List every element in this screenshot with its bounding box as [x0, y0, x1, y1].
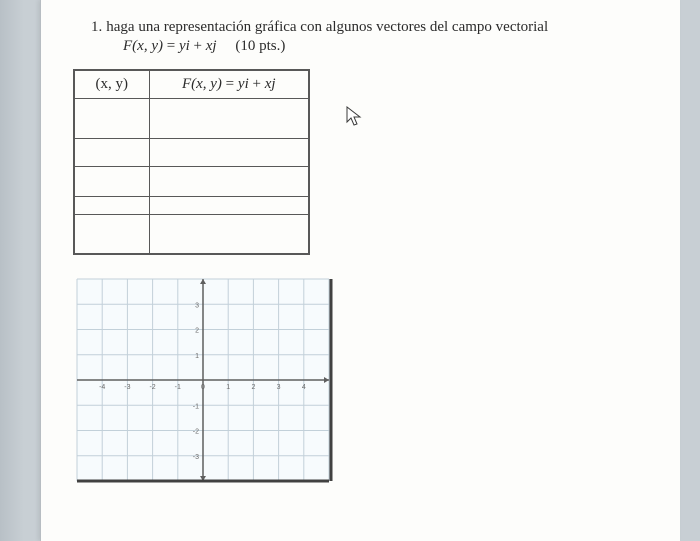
table-row [74, 214, 309, 254]
svg-text:0: 0 [201, 384, 205, 391]
table-header-col2: F(x, y) = yi + xj [149, 70, 309, 98]
svg-text:-1: -1 [175, 384, 181, 391]
table-row [74, 196, 309, 214]
question-line2: F(x, y) = yi + xj (10 pts.) [123, 38, 650, 55]
hc2-y: y [238, 76, 245, 92]
table-header-col1: (x, y) [74, 70, 149, 98]
table-container: (x, y) F(x, y) = yi + xj [73, 69, 650, 255]
formula-lhs: F(x, y) [123, 38, 163, 54]
svg-text:2: 2 [251, 384, 255, 391]
svg-text:2: 2 [195, 328, 199, 335]
worksheet-page: 1. haga una representación gráfica con a… [40, 0, 680, 541]
svg-text:-3: -3 [193, 454, 199, 461]
question-points: (10 pts.) [235, 38, 285, 54]
svg-text:3: 3 [195, 302, 199, 309]
svg-text:-2: -2 [193, 429, 199, 436]
svg-text:-1: -1 [193, 403, 199, 410]
header-col1-text: (x, y) [96, 76, 129, 92]
vector-table: (x, y) F(x, y) = yi + xj [73, 69, 310, 255]
svg-text:-4: -4 [99, 384, 105, 391]
svg-text:3: 3 [277, 384, 281, 391]
svg-text:1: 1 [226, 384, 230, 391]
svg-text:1: 1 [195, 353, 199, 360]
svg-text:4: 4 [302, 384, 306, 391]
question-number: 1. [91, 19, 102, 35]
table-row [74, 138, 309, 166]
coordinate-grid: -4 -3 -2 -1 0 1 2 3 4 1 2 3 -1 -2 -3 [73, 275, 333, 485]
formula-j: j [212, 38, 216, 54]
table-row [74, 166, 309, 196]
formula-y: y [179, 38, 186, 54]
left-gutter [0, 0, 40, 541]
question-line1: 1. haga una representación gráfica con a… [91, 18, 650, 36]
question-text: haga una representación gráfica con algu… [106, 19, 548, 35]
hc2-eq: = [222, 76, 238, 92]
grid-svg: -4 -3 -2 -1 0 1 2 3 4 1 2 3 -1 -2 -3 [73, 275, 333, 485]
formula-spacer [220, 38, 231, 54]
formula-eq: = [167, 38, 179, 54]
table-header-row: (x, y) F(x, y) = yi + xj [74, 70, 309, 98]
svg-text:-3: -3 [124, 384, 130, 391]
table-row [74, 98, 309, 138]
hc2-plus: + [249, 76, 265, 92]
hc2-lhs: F(x, y) [182, 76, 222, 92]
svg-text:-2: -2 [149, 384, 155, 391]
formula-plus: + [190, 38, 206, 54]
hc2-j: j [271, 76, 275, 92]
